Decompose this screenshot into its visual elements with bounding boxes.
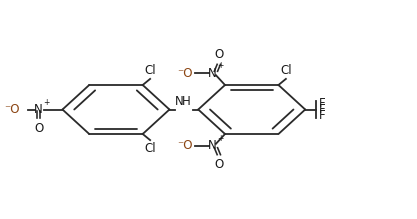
Text: ⁻O: ⁻O	[177, 140, 193, 152]
Text: F: F	[319, 97, 325, 110]
Text: Cl: Cl	[280, 64, 292, 77]
Text: O: O	[214, 158, 224, 171]
Text: +: +	[218, 61, 224, 71]
Text: ⁻O: ⁻O	[4, 103, 19, 116]
Text: N: N	[34, 102, 43, 116]
Text: O: O	[214, 48, 224, 61]
Text: H: H	[181, 95, 190, 108]
Text: +: +	[218, 134, 224, 143]
Text: N: N	[208, 67, 217, 79]
Text: N: N	[176, 95, 184, 108]
Text: F: F	[319, 109, 325, 122]
Text: Cl: Cl	[144, 64, 156, 77]
Text: N: N	[208, 140, 217, 152]
Text: ⁻O: ⁻O	[177, 67, 193, 79]
Text: O: O	[34, 122, 43, 135]
Text: F: F	[319, 103, 325, 116]
Text: Cl: Cl	[144, 142, 156, 155]
Text: +: +	[43, 98, 50, 107]
